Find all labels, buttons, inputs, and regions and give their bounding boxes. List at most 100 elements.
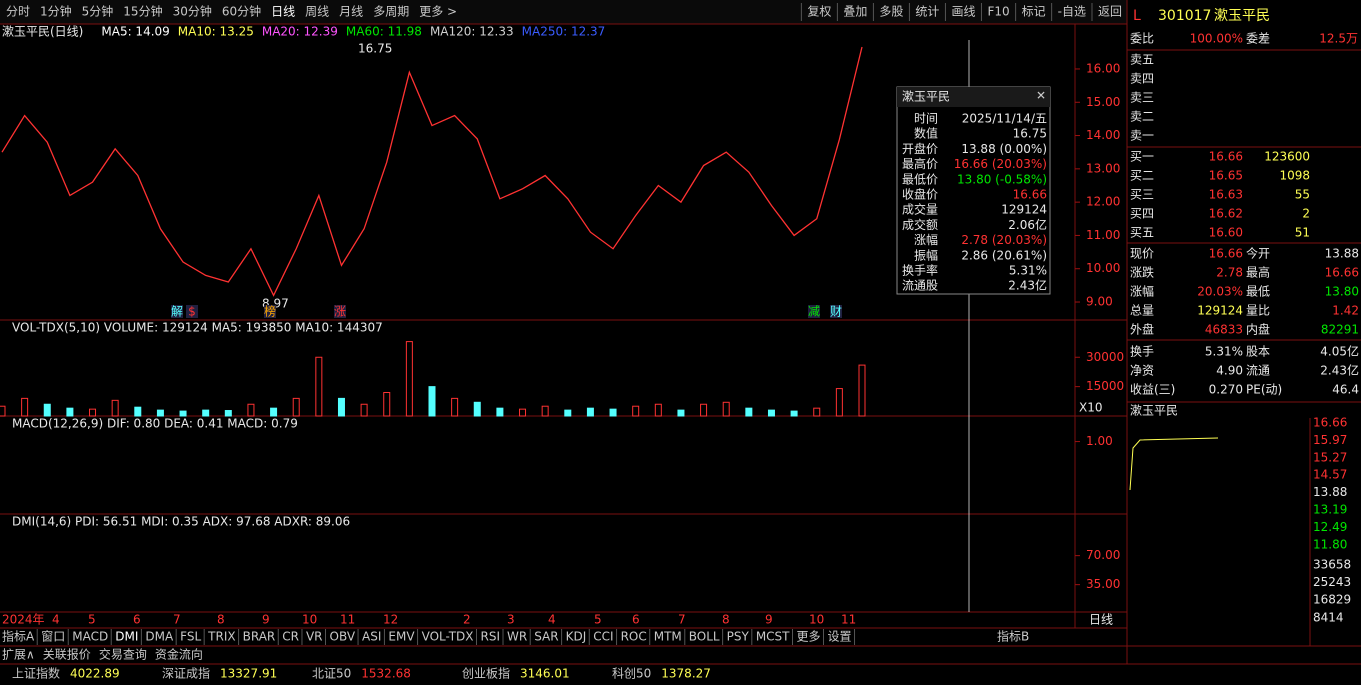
indicator-tab[interactable]: FSL <box>180 630 201 644</box>
ma-label: MA10: 13.25 <box>178 25 254 39</box>
indicator-tab[interactable]: CR <box>282 630 299 644</box>
volume-bar <box>858 364 866 417</box>
sell-label: 卖五 <box>1130 53 1154 67</box>
toolbar-button[interactable]: 1分钟 <box>40 4 72 19</box>
volume-bar <box>360 403 368 417</box>
stat-key: 量比 <box>1246 304 1270 318</box>
toolbar-button[interactable]: 周线 <box>305 5 329 19</box>
row2-button[interactable]: 关联报价 <box>43 647 91 662</box>
tooltip-key: 最高价 <box>902 156 938 171</box>
ma-label: MA250: 12.37 <box>522 25 606 39</box>
toolbar-button[interactable]: F10 <box>987 5 1009 19</box>
toolbar-button[interactable]: 多周期 <box>373 5 409 19</box>
index-name: 创业板指 <box>462 666 510 681</box>
toolbar-button[interactable]: 叠加 <box>843 5 867 19</box>
event-marker: 榜 <box>264 304 276 319</box>
stat-value: 5.31% <box>1205 345 1243 359</box>
indicator-tab[interactable]: BOLL <box>689 630 720 644</box>
toolbar-button[interactable]: 统计 <box>915 5 939 19</box>
row2-button[interactable]: 交易查询 <box>99 647 147 662</box>
indicator-tab[interactable]: CCI <box>593 630 613 644</box>
toolbar-button[interactable]: 60分钟 <box>222 4 261 19</box>
stock-name: 漱玉平民 <box>1214 8 1270 24</box>
index-value: 13327.91 <box>220 667 277 681</box>
indicator-tab[interactable]: MTM <box>654 630 682 644</box>
volume-bar <box>473 401 481 417</box>
buy-volume: 123600 <box>1264 150 1310 164</box>
toolbar-button[interactable]: 多股 <box>879 5 903 19</box>
event-marker-bg <box>334 305 346 318</box>
indicator-tab[interactable]: EMV <box>388 630 415 644</box>
volume-bar <box>247 403 255 417</box>
volume-bar <box>632 405 640 417</box>
indicator-tab[interactable]: VR <box>306 630 323 644</box>
indicator-tab[interactable]: DMA <box>145 630 174 644</box>
volume-bar <box>337 397 345 417</box>
toolbar-button[interactable]: 返回 <box>1098 5 1122 19</box>
sell-label: 卖一 <box>1130 129 1154 143</box>
stock-code: 301017 <box>1158 8 1211 24</box>
toolbar-button[interactable]: -自选 <box>1058 5 1086 19</box>
tooltip-value: 16.66 (20.03%) <box>954 157 1047 171</box>
indicator-tab[interactable]: 指标B <box>997 629 1029 644</box>
ma-label: MA20: 12.39 <box>262 25 338 39</box>
indicator-tab[interactable]: ASI <box>362 630 381 644</box>
tooltip-key: 涨幅 <box>914 232 938 247</box>
indicator-tab[interactable]: MACD <box>72 630 108 644</box>
indicator-tab[interactable]: VOL-TDX <box>422 630 474 644</box>
toolbar-button[interactable]: 画线 <box>951 5 975 19</box>
index-name: 深证成指 <box>162 666 210 681</box>
event-marker: 减 <box>808 305 820 319</box>
indicator-tab[interactable]: ROC <box>621 630 647 644</box>
row2-button[interactable]: 扩展∧ <box>2 648 35 662</box>
toolbar-button[interactable]: 标记 <box>1022 5 1046 19</box>
volume-bar <box>609 408 617 417</box>
indicator-tab[interactable]: DMI <box>115 630 138 644</box>
mini-price-tick: 15.97 <box>1313 433 1347 447</box>
row2-button[interactable]: 资金流向 <box>155 647 203 662</box>
indicator-tab[interactable]: 指标A <box>2 629 35 644</box>
indicator-tab[interactable]: BRAR <box>243 630 276 644</box>
toolbar-button[interactable]: 月线 <box>339 5 363 19</box>
toolbar-button[interactable]: 15分钟 <box>123 4 162 19</box>
event-marker-bg <box>171 305 183 318</box>
buy-label: 买一 <box>1130 150 1154 164</box>
toolbar-button[interactable]: 分时 <box>6 5 30 19</box>
indicator-tab[interactable]: RSI <box>481 630 501 644</box>
tooltip-close[interactable]: ✕ <box>1036 89 1046 103</box>
indicator-tab[interactable]: WR <box>507 630 527 644</box>
indicator-tab[interactable]: MCST <box>756 630 790 644</box>
volume-bar <box>179 410 187 417</box>
stat-key: 今开 <box>1246 246 1270 261</box>
volume-bar <box>813 407 821 417</box>
weicha-key: 委差 <box>1246 32 1270 46</box>
indicator-tab[interactable]: TRIX <box>207 630 235 644</box>
indicator-tab[interactable]: SAR <box>534 630 558 644</box>
toolbar-button[interactable]: 日线 <box>271 5 295 19</box>
indicator-tab[interactable]: OBV <box>330 630 356 644</box>
toolbar-button[interactable]: 复权 <box>807 5 831 19</box>
tooltip-value: 2.06亿 <box>1008 217 1047 232</box>
mini-price-tick: 11.80 <box>1313 537 1347 551</box>
indicator-tab[interactable]: PSY <box>727 630 750 644</box>
y-tick-label: 10.00 <box>1086 261 1120 275</box>
time-label: 4 <box>52 613 60 627</box>
indicator-tab[interactable]: 窗口 <box>41 630 65 644</box>
toolbar-button[interactable]: 更多 > <box>419 5 457 19</box>
stat-key: 最低 <box>1246 285 1270 299</box>
time-label: 7 <box>678 613 686 627</box>
indicator-tab[interactable]: 更多 <box>797 630 821 644</box>
indicator-tab[interactable]: 设置 <box>828 630 852 644</box>
mini-price-tick: 15.27 <box>1313 450 1347 464</box>
volume-bar <box>111 399 119 417</box>
volume-bar <box>224 410 232 417</box>
volume-bar <box>0 405 6 417</box>
toolbar-button[interactable]: 30分钟 <box>173 4 212 19</box>
weibi-value: 100.00% <box>1190 32 1243 46</box>
event-marker-bg <box>808 305 820 318</box>
buy-label: 买五 <box>1130 226 1154 240</box>
time-label: 7 <box>173 613 181 627</box>
volume-bar <box>428 386 436 417</box>
indicator-tab[interactable]: KDJ <box>566 630 587 644</box>
toolbar-button[interactable]: 5分钟 <box>82 4 114 19</box>
